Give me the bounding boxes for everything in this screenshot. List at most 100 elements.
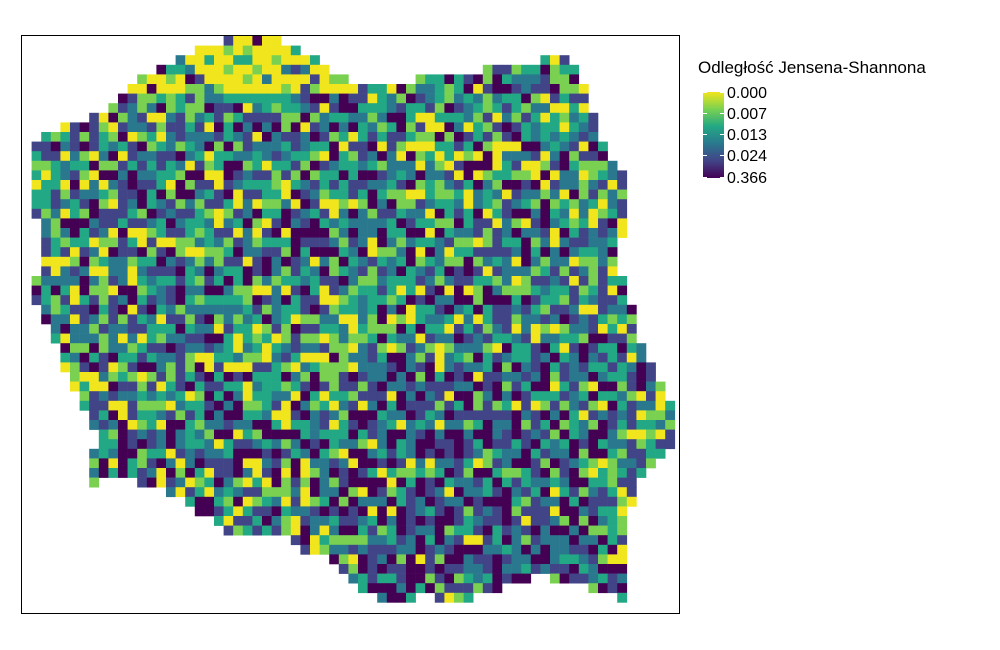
raster-cell xyxy=(185,112,196,123)
raster-cell xyxy=(626,468,637,478)
raster-cell xyxy=(127,93,138,104)
raster-cell xyxy=(492,256,503,267)
raster-cell xyxy=(118,103,128,114)
raster-cell xyxy=(367,544,378,555)
raster-cell xyxy=(550,160,560,171)
raster-cell xyxy=(425,573,436,584)
raster-cell xyxy=(329,439,340,450)
raster-cell xyxy=(626,439,637,450)
raster-cell xyxy=(415,103,426,114)
raster-cell xyxy=(214,151,224,162)
raster-cell xyxy=(473,141,484,152)
raster-cell xyxy=(290,516,301,526)
raster-cell xyxy=(329,141,340,152)
raster-cell xyxy=(108,208,119,219)
raster-cell xyxy=(530,468,541,478)
raster-cell xyxy=(329,93,340,104)
raster-cell xyxy=(146,247,157,258)
raster-cell xyxy=(607,564,618,574)
raster-cell xyxy=(598,410,608,421)
raster-cell xyxy=(454,343,464,354)
raster-cell xyxy=(617,228,628,238)
raster-cell xyxy=(530,276,541,286)
raster-cell xyxy=(386,506,397,517)
raster-cell xyxy=(578,170,589,181)
raster-cell xyxy=(329,237,340,248)
raster-cell xyxy=(396,285,407,296)
raster-cell xyxy=(473,496,484,507)
raster-cell xyxy=(358,132,368,142)
raster-cell xyxy=(194,266,205,277)
raster-cell xyxy=(521,544,532,555)
raster-cell xyxy=(329,74,340,85)
raster-cell xyxy=(214,496,224,507)
raster-cell xyxy=(598,199,608,210)
raster-cell xyxy=(636,429,647,440)
raster-cell xyxy=(607,218,618,229)
raster-cell xyxy=(290,160,301,171)
raster-cell xyxy=(233,103,244,114)
raster-cell xyxy=(156,151,167,162)
raster-cell xyxy=(540,189,551,200)
raster-cell xyxy=(137,122,148,133)
raster-cell xyxy=(482,352,493,363)
raster-cell xyxy=(492,64,503,75)
raster-cell xyxy=(425,218,436,229)
raster-cell xyxy=(319,535,330,546)
raster-cell xyxy=(348,362,359,373)
raster-cell xyxy=(79,324,90,334)
raster-cell xyxy=(252,295,263,306)
raster-cell xyxy=(166,103,176,114)
raster-cell xyxy=(415,304,426,315)
raster-cell xyxy=(406,208,416,219)
raster-cell xyxy=(290,170,301,181)
raster-cell xyxy=(233,55,244,66)
raster-cell xyxy=(310,333,320,344)
raster-cell xyxy=(607,199,618,210)
raster-cell xyxy=(569,237,580,248)
raster-cell xyxy=(41,295,52,306)
raster-cell xyxy=(492,285,503,296)
raster-cell xyxy=(540,276,551,286)
raster-cell xyxy=(329,535,340,546)
raster-cell xyxy=(118,141,128,152)
raster-cell xyxy=(425,410,436,421)
raster-cell xyxy=(588,199,599,210)
raster-cell xyxy=(281,132,292,142)
raster-cell xyxy=(310,304,320,315)
raster-cell xyxy=(617,170,628,181)
raster-cell xyxy=(358,420,368,430)
raster-cell xyxy=(252,74,263,85)
raster-cell xyxy=(175,487,186,498)
raster-cell xyxy=(108,420,119,430)
raster-cell xyxy=(530,324,541,334)
raster-cell xyxy=(530,151,541,162)
raster-cell xyxy=(434,141,445,152)
raster-cell xyxy=(434,496,445,507)
raster-cell xyxy=(434,573,445,584)
raster-cell xyxy=(511,160,522,171)
raster-cell xyxy=(175,448,186,459)
raster-cell xyxy=(502,343,512,354)
raster-cell xyxy=(204,84,215,94)
raster-cell xyxy=(262,228,272,238)
raster-cell xyxy=(262,141,272,152)
raster-cell xyxy=(98,458,109,469)
raster-cell xyxy=(98,391,109,402)
raster-cell xyxy=(367,304,378,315)
raster-cell xyxy=(473,439,484,450)
raster-cell xyxy=(425,103,436,114)
raster-cell xyxy=(598,535,608,546)
raster-cell xyxy=(41,237,52,248)
raster-cell xyxy=(175,122,186,133)
raster-cell xyxy=(406,477,416,488)
raster-cell xyxy=(300,218,311,229)
raster-cell xyxy=(598,256,608,267)
raster-cell xyxy=(338,439,349,450)
raster-cell xyxy=(540,410,551,421)
raster-cell xyxy=(578,477,589,488)
raster-cell xyxy=(492,420,503,430)
raster-cell xyxy=(521,400,532,411)
raster-cell xyxy=(396,141,407,152)
raster-cell xyxy=(281,400,292,411)
